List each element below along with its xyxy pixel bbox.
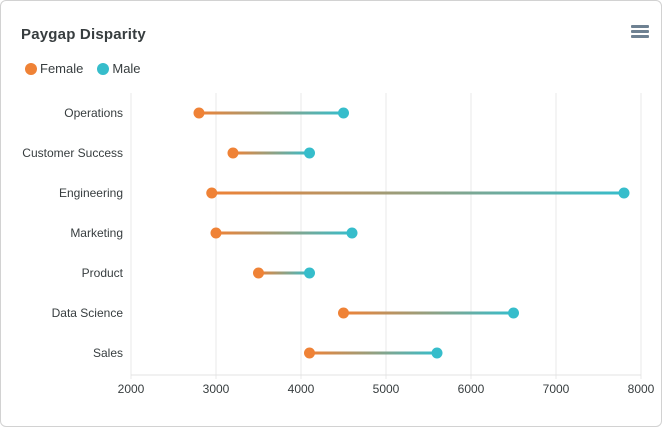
- male-legend-marker-icon: [97, 62, 110, 75]
- legend-label-female: Female: [40, 61, 84, 76]
- legend: Female Male: [25, 61, 141, 76]
- male-point[interactable]: [346, 227, 358, 239]
- x-axis-label: 8000: [628, 382, 655, 396]
- category-label: Operations: [64, 106, 123, 120]
- category-label: Data Science: [52, 306, 124, 320]
- x-axis-label: 7000: [543, 382, 570, 396]
- female-legend-marker-icon: [25, 62, 37, 75]
- male-point[interactable]: [508, 307, 519, 319]
- menu-icon-bar: [631, 35, 649, 38]
- hamburger-menu-icon[interactable]: [631, 25, 649, 38]
- category-label: Product: [82, 266, 124, 280]
- male-point[interactable]: [304, 267, 315, 279]
- category-label: Engineering: [59, 186, 123, 200]
- chart-title: Paygap Disparity: [21, 26, 146, 43]
- category-label: Marketing: [70, 226, 123, 240]
- legend-item-male[interactable]: Male: [97, 61, 141, 76]
- female-point[interactable]: [338, 307, 349, 319]
- category-label: Sales: [93, 346, 123, 360]
- female-point[interactable]: [206, 187, 218, 199]
- male-point[interactable]: [431, 347, 443, 359]
- x-axis-label: 2000: [118, 382, 145, 396]
- female-point[interactable]: [253, 267, 264, 279]
- x-axis-label: 6000: [458, 382, 485, 396]
- menu-icon-bar: [631, 25, 649, 28]
- female-point[interactable]: [227, 147, 239, 159]
- menu-icon-bar: [631, 30, 649, 33]
- x-axis-label: 3000: [203, 382, 230, 396]
- category-label: Customer Success: [22, 146, 123, 160]
- female-point[interactable]: [210, 227, 222, 239]
- male-point[interactable]: [618, 187, 630, 199]
- male-point[interactable]: [304, 147, 315, 159]
- female-point[interactable]: [304, 347, 315, 359]
- x-axis-label: 4000: [288, 382, 315, 396]
- male-point[interactable]: [338, 107, 349, 119]
- legend-label-male: Male: [112, 61, 141, 76]
- legend-item-female[interactable]: Female: [25, 61, 83, 76]
- female-point[interactable]: [193, 107, 205, 119]
- x-axis-label: 5000: [373, 382, 400, 396]
